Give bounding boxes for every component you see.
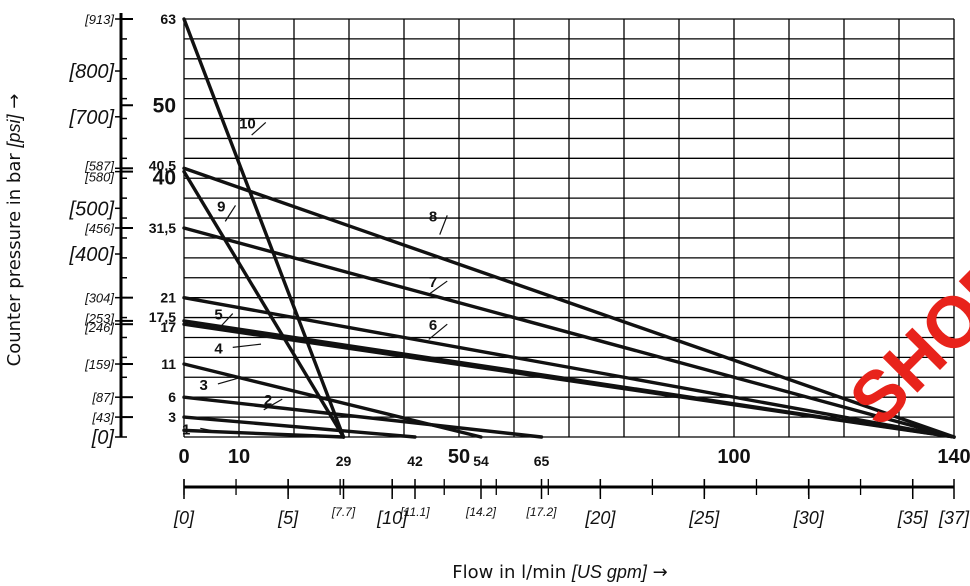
psi-tick-label: [913]	[84, 12, 114, 27]
y-tick-label: 50	[153, 94, 176, 117]
x-tick-label: 0	[178, 446, 189, 468]
y-tick-label: 17,5	[149, 309, 176, 325]
x-tick-label: 140	[937, 446, 970, 468]
psi-tick-label: [456]	[84, 221, 114, 236]
series-leader-line	[263, 398, 283, 411]
psi-tick-label: [500]	[69, 198, 115, 220]
series-leader-line	[428, 323, 448, 340]
psi-tick-label: [87]	[91, 390, 114, 405]
axes: 36111717,52131,54040,55063[0][43][87][15…	[69, 11, 970, 528]
series-leader-line	[428, 280, 448, 295]
psi-tick-label: [159]	[84, 357, 114, 372]
x-tick-label: 50	[448, 446, 470, 468]
x-secondary-tick-label: [20]	[584, 508, 616, 528]
series-line	[182, 395, 544, 439]
x-secondary-tick-label: [30]	[793, 508, 825, 528]
series-label: 2	[264, 392, 272, 409]
series-line	[182, 415, 417, 439]
x-secondary-tick-label: [37]	[938, 508, 970, 528]
psi-tick-label: [304]	[84, 291, 114, 306]
x-tick-label: 10	[228, 446, 250, 468]
series-label: 4	[214, 340, 223, 357]
x-secondary-tick-label: [5]	[277, 508, 299, 528]
series-label: 3	[200, 377, 208, 394]
psi-tick-label: [253]	[84, 311, 114, 326]
y-tick-label: 17	[160, 319, 176, 335]
psi-tick-label: [43]	[91, 410, 114, 425]
series-line	[182, 319, 956, 439]
series-leader-line	[232, 343, 262, 348]
x-secondary-tick-label: [14.2]	[465, 505, 497, 519]
series-line	[182, 295, 956, 439]
x-secondary-tick-label: [0]	[173, 508, 195, 528]
labels: 1 2 3 4 5 6 7 8 9 10	[182, 115, 448, 438]
x-secondary-tick-label: [11.1]	[399, 505, 430, 519]
psi-tick-label: [587]	[84, 158, 114, 173]
series-label: 8	[429, 208, 437, 225]
psi-tick-label: [700]	[69, 107, 115, 129]
y-tick-label: 6	[168, 389, 176, 405]
series-label: 1	[182, 421, 190, 438]
x-secondary-tick-label: [10]	[376, 508, 408, 528]
series-leader-line	[217, 377, 240, 385]
psi-tick-label: [800]	[69, 61, 115, 83]
y-tick-label: 31,5	[149, 220, 176, 236]
psi-tick-label: [246]	[84, 320, 114, 335]
x-secondary-tick-label: [17.2]	[525, 505, 557, 519]
series-label: 7	[429, 274, 437, 291]
x-tick-label: 42	[407, 453, 423, 469]
y-tick-label: 3	[168, 409, 176, 425]
y-tick-label: 63	[160, 11, 176, 27]
x-tick-label: 100	[717, 446, 750, 468]
series-label: 9	[217, 198, 225, 215]
series-leader-line	[224, 205, 237, 222]
x-tick-label: 65	[534, 453, 550, 469]
y-tick-label: 40	[153, 167, 176, 190]
series-line	[182, 226, 956, 439]
psi-tick-label: [400]	[69, 244, 115, 266]
curves	[182, 17, 956, 439]
psi-tick-label: [580]	[84, 170, 114, 185]
x-secondary-tick-label: [7.7]	[331, 505, 356, 519]
y-tick-label: 21	[160, 290, 176, 306]
series-label: 5	[214, 307, 222, 324]
series-line	[182, 169, 346, 439]
y-tick-label: 11	[161, 356, 176, 372]
series-line	[182, 166, 956, 439]
series-line	[182, 428, 346, 439]
series-leader-line	[251, 122, 267, 136]
grid	[183, 18, 955, 438]
x-secondary-tick-label: [25]	[688, 508, 720, 528]
x-tick-label: 29	[336, 453, 352, 469]
y-axis-title: Counter pressure in bar [psi] →	[4, 94, 25, 367]
y-tick-label: 40,5	[149, 157, 176, 173]
series-leader-line	[219, 313, 234, 328]
series-label: 6	[429, 317, 437, 334]
series-line	[182, 362, 483, 439]
x-axis-title: Flow in l/min [US gpm] →	[452, 562, 668, 583]
series-label: 10	[239, 115, 256, 132]
x-tick-label: 54	[473, 453, 489, 469]
series-leader-line	[200, 427, 215, 432]
x-secondary-tick-label: [35]	[897, 508, 929, 528]
series-line	[182, 17, 346, 439]
series-leader-line	[439, 215, 448, 235]
psi-tick-label: [0]	[91, 427, 115, 449]
